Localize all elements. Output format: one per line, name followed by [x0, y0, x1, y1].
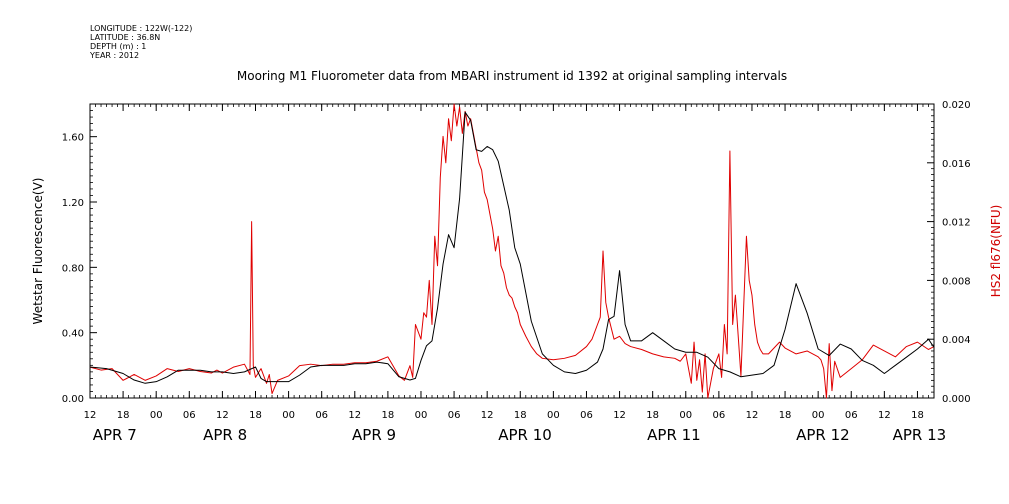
x-day-label: APR 10: [498, 426, 552, 444]
x-tick-label: 00: [812, 410, 825, 421]
x-tick-label: 12: [216, 410, 229, 421]
axes: 12 18 00 06 12 18 00 06 12 18 00 06 12 18 00 06 12 18 00 06…: [62, 100, 971, 444]
y-left-tick-label: 1.60: [62, 133, 84, 144]
header-block: LONGITUDE : 122W(-122) LATITUDE : 36.8N …: [89, 24, 192, 60]
x-tick-label: 00: [679, 410, 692, 421]
y-axis-right-label: HS2 fl676(NFU): [989, 205, 1003, 298]
y-left-tick-label: 0.40: [62, 329, 84, 340]
header-longitude: LONGITUDE : 122W(-122): [90, 24, 192, 33]
x-day-label: APR 11: [647, 426, 701, 444]
x-tick-label: 12: [613, 410, 626, 421]
y-right-tick-label: 0.008: [942, 276, 971, 287]
x-tick-label: 18: [911, 410, 924, 421]
x-tick-label: 06: [845, 410, 858, 421]
header-year: YEAR : 2012: [89, 51, 139, 60]
header-latitude: LATITUDE : 36.8N: [90, 33, 160, 42]
x-day-label: APR 9: [352, 426, 396, 444]
x-tick-label: 06: [315, 410, 328, 421]
y-right-tick-label: 0.004: [942, 335, 971, 346]
y-left-tick-label: 1.20: [62, 198, 84, 209]
x-tick-label: 18: [646, 410, 659, 421]
y-right-tick-label: 0.020: [942, 100, 971, 111]
x-tick-label: 12: [878, 410, 891, 421]
y-left-tick-label: 0.00: [62, 394, 84, 405]
x-tick-label: 18: [514, 410, 527, 421]
y-axis-left-label: Wetstar Fluorescence(V): [31, 178, 45, 325]
x-tick-label: 06: [448, 410, 461, 421]
x-day-label: APR 8: [203, 426, 247, 444]
x-tick-label: 06: [580, 410, 593, 421]
x-day-label: APR 13: [893, 426, 947, 444]
series-line-wetstar: [89, 111, 935, 384]
series-line-hs2: [89, 103, 935, 399]
x-tick-label: 00: [150, 410, 163, 421]
x-tick-label: 00: [547, 410, 560, 421]
x-tick-label: 18: [382, 410, 395, 421]
x-day-label: APR 7: [93, 426, 137, 444]
x-tick-label: 18: [117, 410, 130, 421]
x-tick-label: 12: [481, 410, 494, 421]
x-tick-label: 06: [712, 410, 725, 421]
chart-title: Mooring M1 Fluorometer data from MBARI i…: [237, 69, 787, 83]
x-tick-label: 06: [183, 410, 196, 421]
x-tick-label: 12: [746, 410, 759, 421]
plot-area: [89, 103, 935, 399]
x-tick-label: 00: [282, 410, 295, 421]
y-right-tick-label: 0.000: [942, 394, 971, 405]
x-tick-label: 18: [249, 410, 262, 421]
y-right-tick-label: 0.012: [942, 218, 971, 229]
x-tick-label: 12: [348, 410, 361, 421]
x-tick-label: 18: [779, 410, 792, 421]
y-right-tick-label: 0.016: [942, 159, 971, 170]
x-day-label: APR 12: [796, 426, 850, 444]
x-tick-label: 00: [415, 410, 428, 421]
y-left-tick-label: 0.80: [62, 263, 84, 274]
x-tick-label: 12: [84, 410, 97, 421]
plot-frame: [89, 103, 935, 399]
header-depth: DEPTH (m) : 1: [90, 42, 146, 51]
